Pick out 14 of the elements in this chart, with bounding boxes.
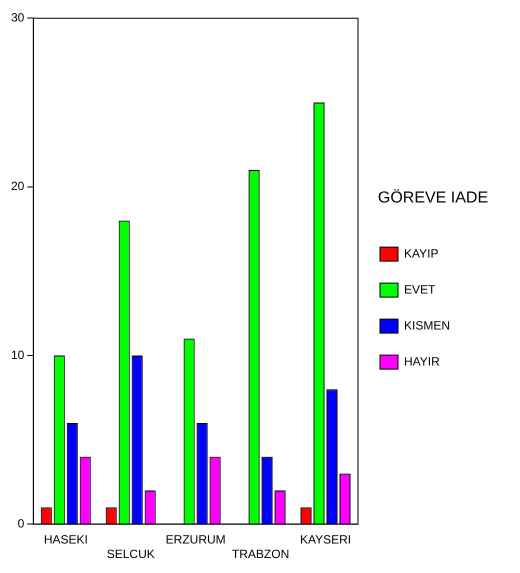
legend-label: HAYIR	[404, 354, 440, 368]
x-tick-label: TRABZON	[232, 547, 290, 562]
legend-label: KISMEN	[404, 318, 450, 332]
y-tick-label: 0	[18, 516, 25, 531]
legend-label: KAYIP	[404, 246, 438, 260]
y-tick-label: 20	[10, 179, 25, 194]
legend-label: EVET	[404, 282, 436, 296]
x-tick-label: ERZURUM	[166, 532, 226, 547]
y-tick-label: 30	[10, 10, 25, 25]
legend-title: GÖREVE IADE	[378, 188, 488, 206]
x-tick-label: KAYSERI	[300, 532, 352, 547]
y-tick-label: 10	[10, 348, 25, 362]
x-tick-label: HASEKI	[44, 532, 88, 547]
x-tick-label: SELCUK	[106, 547, 155, 562]
